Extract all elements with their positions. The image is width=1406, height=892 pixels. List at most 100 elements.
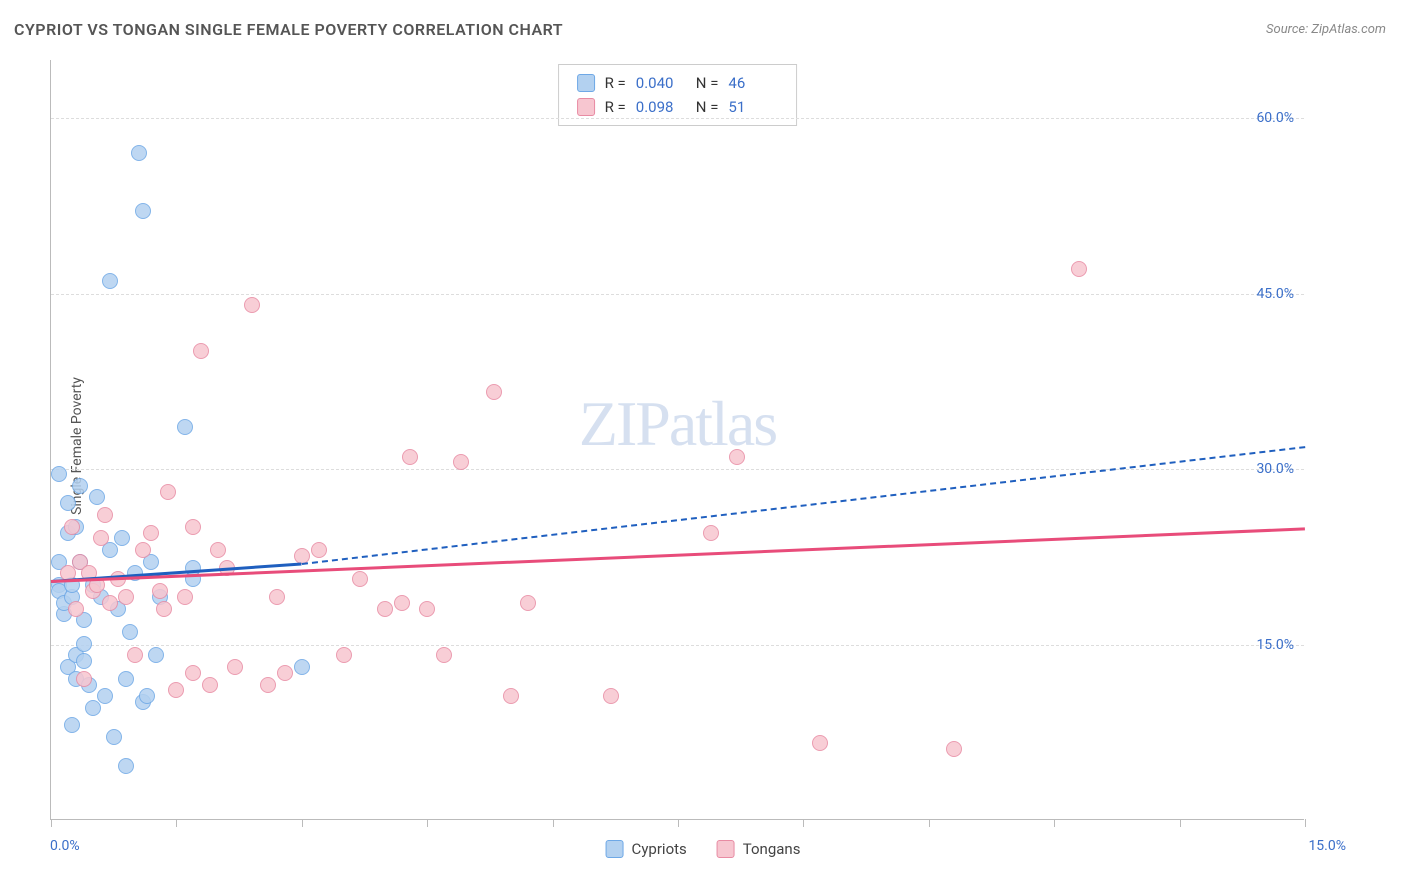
legend-swatch-tongans — [717, 840, 735, 858]
scatter-point-tongans — [127, 647, 143, 663]
chart-title: CYPRIOT VS TONGAN SINGLE FEMALE POVERTY … — [14, 20, 563, 39]
scatter-point-tongans — [269, 589, 285, 605]
scatter-point-cypriots — [76, 653, 92, 669]
scatter-point-tongans — [185, 665, 201, 681]
scatter-point-cypriots — [89, 489, 105, 505]
gridline-h — [51, 294, 1304, 295]
source-label: Source: ZipAtlas.com — [1266, 22, 1386, 37]
scatter-point-tongans — [202, 677, 218, 693]
n-label: N = — [696, 71, 719, 95]
scatter-point-tongans — [168, 682, 184, 698]
legend-swatch-cypriots — [606, 840, 624, 858]
scatter-point-tongans — [352, 571, 368, 587]
scatter-point-cypriots — [118, 671, 134, 687]
scatter-point-tongans — [76, 671, 92, 687]
y-tick-label: 45.0% — [1256, 286, 1294, 302]
series-legend: Cypriots Tongans — [606, 840, 801, 858]
x-tick — [1180, 819, 1181, 827]
scatter-point-tongans — [160, 484, 176, 500]
scatter-point-tongans — [394, 595, 410, 611]
scatter-point-tongans — [68, 601, 84, 617]
x-tick — [302, 819, 303, 827]
scatter-point-tongans — [185, 519, 201, 535]
gridline-h — [51, 118, 1304, 119]
x-min-label: 0.0% — [50, 838, 80, 854]
scatter-point-tongans — [1071, 261, 1087, 277]
y-tick-label: 15.0% — [1256, 637, 1294, 653]
scatter-point-cypriots — [60, 495, 76, 511]
x-tick — [176, 819, 177, 827]
scatter-point-tongans — [227, 659, 243, 675]
plot-area: ZIPatlas R = 0.040 N = 46 R = 0.098 N = … — [50, 60, 1304, 820]
stats-legend-box: R = 0.040 N = 46 R = 0.098 N = 51 — [558, 64, 798, 126]
scatter-point-tongans — [177, 589, 193, 605]
swatch-cypriots — [577, 74, 595, 92]
scatter-point-tongans — [210, 542, 226, 558]
scatter-point-tongans — [453, 454, 469, 470]
x-tick — [1054, 819, 1055, 827]
scatter-point-tongans — [97, 507, 113, 523]
x-tick — [1305, 819, 1306, 827]
scatter-point-cypriots — [102, 273, 118, 289]
scatter-point-cypriots — [135, 203, 151, 219]
x-tick — [803, 819, 804, 827]
scatter-point-cypriots — [97, 688, 113, 704]
scatter-point-tongans — [93, 530, 109, 546]
scatter-point-tongans — [135, 542, 151, 558]
scatter-point-tongans — [102, 595, 118, 611]
stats-row-tongans: R = 0.098 N = 51 — [577, 95, 779, 119]
scatter-point-cypriots — [106, 729, 122, 745]
x-tick — [427, 819, 428, 827]
scatter-point-tongans — [193, 343, 209, 359]
scatter-point-cypriots — [51, 466, 67, 482]
n-value-tongans: 51 — [728, 95, 778, 119]
scatter-point-tongans — [377, 601, 393, 617]
n-label: N = — [696, 95, 719, 119]
scatter-point-cypriots — [122, 624, 138, 640]
watermark: ZIPatlas — [579, 387, 776, 461]
scatter-point-cypriots — [64, 717, 80, 733]
scatter-point-cypriots — [131, 145, 147, 161]
x-tick — [678, 819, 679, 827]
scatter-point-tongans — [260, 677, 276, 693]
scatter-point-cypriots — [72, 478, 88, 494]
x-tick — [929, 819, 930, 827]
scatter-point-tongans — [244, 297, 260, 313]
scatter-point-tongans — [152, 583, 168, 599]
trend-line — [51, 528, 1305, 583]
scatter-point-tongans — [603, 688, 619, 704]
scatter-point-tongans — [143, 525, 159, 541]
x-tick — [553, 819, 554, 827]
scatter-point-cypriots — [118, 758, 134, 774]
scatter-point-tongans — [156, 601, 172, 617]
scatter-point-cypriots — [85, 700, 101, 716]
scatter-point-tongans — [812, 735, 828, 751]
scatter-point-tongans — [486, 384, 502, 400]
scatter-point-cypriots — [114, 530, 130, 546]
scatter-point-tongans — [277, 665, 293, 681]
r-label: R = — [605, 95, 626, 119]
scatter-point-cypriots — [76, 636, 92, 652]
legend-label-cypriots: Cypriots — [632, 840, 687, 858]
scatter-point-cypriots — [139, 688, 155, 704]
gridline-h — [51, 645, 1304, 646]
scatter-point-cypriots — [148, 647, 164, 663]
y-tick-label: 30.0% — [1256, 461, 1294, 477]
scatter-point-cypriots — [177, 419, 193, 435]
scatter-point-tongans — [336, 647, 352, 663]
scatter-point-tongans — [311, 542, 327, 558]
scatter-point-tongans — [703, 525, 719, 541]
r-value-cypriots: 0.040 — [636, 71, 686, 95]
scatter-point-tongans — [419, 601, 435, 617]
correlation-chart: CYPRIOT VS TONGAN SINGLE FEMALE POVERTY … — [0, 0, 1406, 892]
x-tick — [51, 819, 52, 827]
legend-item-cypriots: Cypriots — [606, 840, 687, 858]
x-max-label: 15.0% — [1308, 838, 1346, 854]
scatter-point-tongans — [503, 688, 519, 704]
legend-item-tongans: Tongans — [717, 840, 801, 858]
r-label: R = — [605, 71, 626, 95]
y-tick-label: 60.0% — [1256, 110, 1294, 126]
scatter-point-tongans — [436, 647, 452, 663]
legend-label-tongans: Tongans — [743, 840, 801, 858]
scatter-point-tongans — [946, 741, 962, 757]
